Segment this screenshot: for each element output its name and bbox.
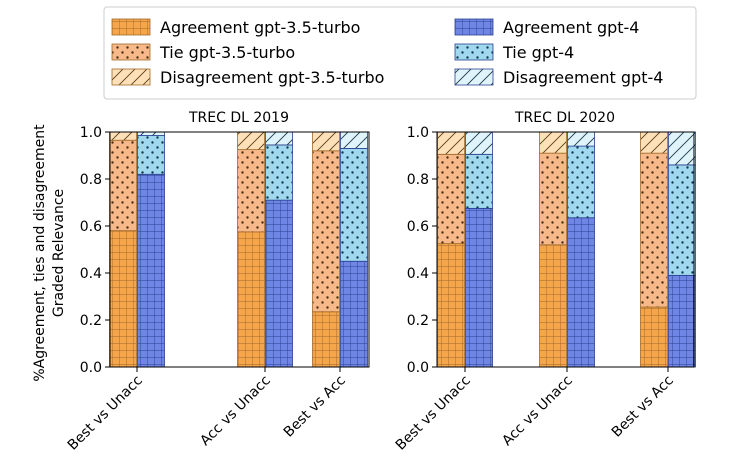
legend-swatch-disagreement-gpt-3-5-turbo: [111, 68, 151, 86]
bar-best-vs-unacc-tie-gpt-4: [465, 153, 493, 209]
legend-label: Disagreement gpt-3.5-turbo: [160, 68, 384, 87]
bars: [437, 131, 696, 368]
y-tick-label: 0.2: [407, 313, 429, 329]
bar-best-vs-unacc-disagreement-gpt-3-5-turbo: [437, 131, 465, 155]
y-tick-label: 1.0: [407, 125, 429, 141]
legend-frame: [103, 6, 697, 100]
bar-best-vs-acc-disagreement-gpt-3-5-turbo: [640, 131, 668, 154]
bar-best-vs-acc-disagreement-gpt-4: [340, 131, 368, 149]
legend-swatch-agreement-gpt-3-5-turbo: [111, 18, 151, 36]
x-tick-label-best-vs-unacc: Best vs Unacc: [65, 373, 146, 454]
bar-best-vs-acc-tie-gpt-4: [340, 148, 368, 262]
bar-acc-vs-unacc-agreement-gpt-4: [265, 199, 293, 368]
legend-entry-agreement-gpt-3-5-turbo: Agreement gpt-3.5-turbo: [111, 18, 360, 37]
bar-best-vs-acc-agreement-gpt-4: [668, 274, 696, 368]
legend-entry-disagreement-gpt-4: Disagreement gpt-4: [454, 68, 663, 87]
legend-swatch-agreement-gpt-4: [454, 18, 494, 36]
bar-best-vs-unacc-agreement-gpt-4: [137, 173, 165, 368]
x-tick-label-acc-vs-unacc: Acc vs Unacc: [197, 373, 274, 450]
y-axis-label-line-2: Graded Relevance: [51, 189, 67, 317]
bar-acc-vs-unacc-disagreement-gpt-4: [567, 131, 595, 147]
bar-best-vs-unacc-disagreement-gpt-3-5-turbo: [109, 131, 137, 141]
x-tick-label-acc-vs-unacc: Acc vs Unacc: [499, 373, 576, 450]
bars: [109, 131, 368, 368]
bar-acc-vs-unacc-tie-gpt-3-5-turbo: [539, 152, 567, 246]
legend-label: Tie gpt-3.5-turbo: [159, 43, 295, 62]
bar-acc-vs-unacc-tie-gpt-4: [265, 144, 293, 201]
bar-best-vs-acc-tie-gpt-3-5-turbo: [312, 150, 340, 313]
bar-best-vs-unacc-agreement-gpt-3-5-turbo: [109, 230, 137, 368]
legend-entry-disagreement-gpt-3-5-turbo: Disagreement gpt-3.5-turbo: [111, 68, 384, 87]
legend-label: Agreement gpt-4: [503, 18, 639, 37]
bar-best-vs-unacc-agreement-gpt-3-5-turbo: [437, 243, 465, 368]
bar-best-vs-unacc-disagreement-gpt-4: [137, 131, 165, 136]
bar-best-vs-acc-agreement-gpt-3-5-turbo: [312, 311, 340, 368]
bar-best-vs-unacc-tie-gpt-3-5-turbo: [437, 153, 465, 245]
bar-acc-vs-unacc-agreement-gpt-4: [567, 217, 595, 368]
x-tick-label-best-vs-acc: Best vs Acc: [281, 373, 349, 441]
bar-acc-vs-unacc-disagreement-gpt-3-5-turbo: [539, 131, 567, 154]
bar-acc-vs-unacc-disagreement-gpt-3-5-turbo: [237, 131, 265, 151]
y-tick-label: 1.0: [80, 125, 102, 141]
y-tick-label: 0.4: [407, 266, 429, 282]
bar-best-vs-acc-disagreement-gpt-3-5-turbo: [312, 131, 340, 152]
panel-title: TREC DL 2019: [188, 110, 289, 126]
bar-best-vs-unacc-tie-gpt-3-5-turbo: [109, 139, 137, 232]
bar-best-vs-acc-disagreement-gpt-4: [668, 131, 696, 166]
bar-acc-vs-unacc-agreement-gpt-3-5-turbo: [539, 244, 567, 368]
bar-acc-vs-unacc-tie-gpt-3-5-turbo: [237, 149, 265, 233]
panel-title: TREC DL 2020: [514, 110, 615, 126]
bar-best-vs-acc-agreement-gpt-3-5-turbo: [640, 306, 668, 368]
legend-entry-agreement-gpt-4: Agreement gpt-4: [454, 18, 639, 37]
plot-frame: [109, 131, 370, 368]
bar-best-vs-unacc-tie-gpt-4: [137, 135, 165, 175]
y-tick-label: 0.4: [80, 266, 102, 282]
x-tick-label-best-vs-unacc: Best vs Unacc: [393, 373, 474, 454]
x-tick-label-best-vs-acc: Best vs Acc: [609, 373, 677, 441]
legend-label: Tie gpt-4: [502, 43, 574, 62]
legend-swatch-disagreement-gpt-4: [454, 68, 494, 86]
y-tick-label: 0.0: [80, 360, 102, 376]
legend: Agreement gpt-3.5-turbo Tie gpt-3.5-turbo…: [103, 6, 697, 100]
legend-swatch-tie-gpt-3-5-turbo: [111, 43, 151, 61]
legend-label: Disagreement gpt-4: [503, 68, 663, 87]
bar-acc-vs-unacc-disagreement-gpt-4: [265, 131, 293, 146]
legend-entry-tie-gpt-4: Tie gpt-4: [454, 43, 574, 62]
bar-best-vs-acc-tie-gpt-3-5-turbo: [640, 152, 668, 308]
y-tick-label: 0.8: [80, 172, 102, 188]
legend-label: Agreement gpt-3.5-turbo: [160, 18, 360, 37]
panel-trec-dl-2019: TREC DL 2019 %Agreement, ties and disagr…: [32, 110, 370, 454]
bar-best-vs-unacc-agreement-gpt-4: [465, 207, 493, 368]
legend-entries: Agreement gpt-3.5-turbo Tie gpt-3.5-turbo…: [111, 18, 663, 87]
bar-best-vs-acc-tie-gpt-4: [668, 164, 696, 276]
bar-best-vs-acc-agreement-gpt-4: [340, 260, 368, 368]
y-axis-label-line-1: %Agreement, ties and disagreement: [32, 124, 48, 382]
bar-acc-vs-unacc-tie-gpt-4: [567, 145, 595, 219]
legend-swatch-tie-gpt-4: [454, 43, 494, 61]
bar-acc-vs-unacc-agreement-gpt-3-5-turbo: [237, 231, 265, 368]
plot-frame: [436, 131, 695, 368]
y-tick-label: 0.2: [80, 313, 102, 329]
y-tick-label: 0.8: [407, 172, 429, 188]
panel-trec-dl-2020: TREC DL 2020 0.0 0.2 0.4 0.6 0.8 1.0 Best vs U…: [393, 110, 696, 454]
bar-best-vs-unacc-disagreement-gpt-4: [465, 131, 493, 155]
y-tick-label: 0.0: [407, 360, 429, 376]
y-tick-label: 0.6: [407, 219, 429, 235]
legend-entry-tie-gpt-3-5-turbo: Tie gpt-3.5-turbo: [111, 43, 295, 62]
y-tick-label: 0.6: [80, 219, 102, 235]
